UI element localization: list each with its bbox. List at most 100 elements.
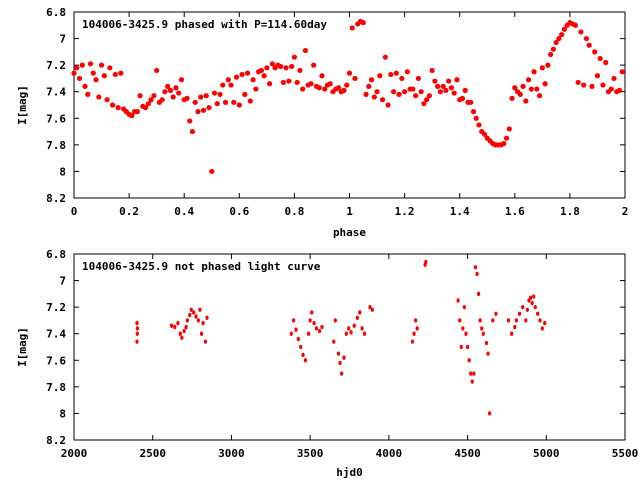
- x-tick-label: 0.8: [284, 205, 304, 218]
- data-point: [220, 82, 226, 88]
- data-point: [520, 83, 526, 89]
- data-point: [349, 330, 353, 335]
- data-point: [250, 77, 256, 83]
- data-point: [510, 331, 514, 336]
- data-point: [413, 93, 419, 99]
- data-point: [319, 73, 325, 79]
- data-point: [201, 320, 205, 326]
- data-point: [310, 310, 314, 315]
- data-point: [435, 83, 441, 89]
- data-point: [532, 294, 536, 299]
- x-axis-label: hjd0: [336, 466, 363, 479]
- data-point: [473, 265, 478, 270]
- data-point: [517, 311, 522, 316]
- data-point: [199, 331, 204, 336]
- data-point: [244, 70, 251, 76]
- data-point: [379, 97, 386, 103]
- data-point: [322, 86, 328, 92]
- data-point: [366, 83, 372, 89]
- y-tick-label: 7: [59, 275, 66, 288]
- data-point: [192, 99, 198, 105]
- data-point: [385, 102, 391, 108]
- data-point: [410, 86, 416, 92]
- y-tick-label: 7.6: [46, 354, 66, 367]
- data-point: [118, 70, 124, 76]
- data-point: [267, 81, 273, 87]
- x-axis-ticks: 2000 2500 3000 3500 4000 4500 5000 5500: [61, 254, 638, 460]
- data-point: [462, 304, 467, 310]
- data-point: [294, 327, 298, 332]
- y-axis-ticks: 6.8 7 7.2 7.4 7.6 7.8 8 8.2: [46, 248, 625, 447]
- data-point: [71, 70, 77, 76]
- data-point: [314, 326, 319, 331]
- data-point: [486, 351, 490, 356]
- data-point: [85, 91, 91, 97]
- data-point: [74, 65, 80, 71]
- data-point: [299, 344, 303, 350]
- data-point: [469, 371, 473, 376]
- x-axis-ticks: 0 0.2 0.4 0.6 0.8 1 1.2 1.4 1.6 1.8 2: [71, 12, 629, 218]
- data-point: [311, 62, 317, 68]
- data-point: [393, 70, 399, 76]
- data-point: [280, 79, 286, 86]
- data-point: [396, 91, 402, 97]
- data-point: [289, 63, 295, 70]
- data-point: [421, 101, 427, 107]
- data-point: [539, 65, 545, 71]
- data-point: [194, 314, 198, 319]
- data-point: [145, 101, 151, 107]
- x-axis-label: phase: [333, 226, 366, 239]
- data-point: [93, 77, 99, 83]
- data-point: [148, 97, 154, 103]
- data-point: [222, 99, 229, 105]
- data-point: [513, 324, 517, 330]
- data-point: [363, 91, 369, 97]
- data-point: [206, 105, 212, 111]
- data-point: [503, 135, 510, 141]
- data-point: [203, 339, 208, 344]
- data-point: [475, 271, 479, 277]
- data-point: [525, 307, 529, 312]
- data-point: [344, 331, 348, 336]
- data-point: [198, 94, 204, 100]
- data-point: [327, 81, 333, 87]
- data-point: [429, 67, 435, 74]
- data-point: [491, 318, 495, 323]
- data-point: [129, 113, 135, 119]
- data-point: [533, 304, 537, 310]
- data-point: [346, 70, 353, 76]
- data-point: [412, 331, 416, 336]
- data-point: [368, 77, 375, 83]
- x-tick-label: 3500: [297, 447, 324, 460]
- data-point: [467, 358, 471, 363]
- data-point: [521, 304, 525, 310]
- x-tick-label: 4000: [376, 447, 403, 460]
- data-point: [464, 331, 468, 336]
- data-point: [512, 85, 518, 91]
- data-point: [165, 83, 171, 89]
- data-point: [228, 82, 234, 88]
- data-point: [233, 74, 240, 80]
- data-point: [352, 323, 356, 328]
- data-point: [184, 324, 188, 330]
- data-point: [481, 331, 485, 336]
- data-point: [76, 75, 83, 82]
- data-point: [470, 109, 477, 115]
- data-point: [192, 310, 196, 315]
- data-point: [170, 323, 174, 328]
- chart-title: 104006-3425.9 phased with P=114.60day: [82, 18, 327, 31]
- data-point: [98, 62, 105, 68]
- data-point: [531, 69, 537, 75]
- data-point: [589, 83, 595, 89]
- data-point: [214, 101, 220, 107]
- data-point: [461, 326, 465, 331]
- data-point: [523, 98, 529, 104]
- data-point: [358, 310, 362, 315]
- y-tick-label: 7.4: [46, 86, 66, 99]
- data-point: [143, 105, 149, 111]
- x-tick-label: 2: [622, 205, 629, 218]
- data-point: [236, 102, 242, 108]
- data-point: [317, 328, 322, 334]
- data-point: [446, 78, 452, 84]
